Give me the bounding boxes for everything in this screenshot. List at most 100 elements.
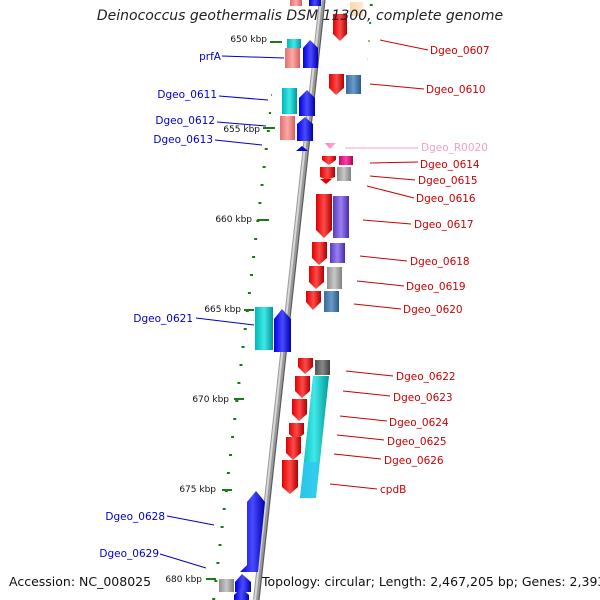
gene-label-cpdb[interactable]: cpdB [380,484,406,496]
gene-block [285,48,300,68]
gene-block [327,267,342,289]
gene-label-dgeo-0628[interactable]: Dgeo_0628 [105,511,165,523]
gene-label-dgeo-0611[interactable]: Dgeo_0611 [157,89,217,101]
gene-block [290,0,302,6]
gene-label-dgeo-0624[interactable]: Dgeo_0624 [389,417,449,429]
track-tick [262,166,266,168]
gene-label-dgeo-0625[interactable]: Dgeo_0625 [387,436,447,448]
gene-arrow [292,399,307,421]
track-tick [218,544,222,546]
gene-arrow [298,358,313,374]
topology-label: Topology: circular; Length: 2,467,205 bp… [262,574,600,589]
track-tick [216,562,220,564]
gene-block [350,2,363,16]
scale-label: 660 kbp [215,215,252,225]
track-tick [231,436,235,438]
reverse-gene-labels: Dgeo_0607 Dgeo_0610 Dgeo_0614 Dgeo_0615 … [329,39,490,496]
gene-arrow [295,376,310,398]
track-tick [264,148,268,150]
track-tick [254,238,258,240]
gene-arrow [316,194,332,238]
gene-label-dgeo-0616[interactable]: Dgeo_0616 [416,193,476,205]
track-tick [237,382,241,384]
gene-label-dgeo-0621[interactable]: Dgeo_0621 [133,313,193,325]
gene-label-dgeo-0622[interactable]: Dgeo_0622 [396,371,456,383]
gene-arrow [309,266,324,289]
gene-arrow [297,117,313,141]
gene-arrow [234,588,249,600]
gene-label-dgeo-r0020[interactable]: Dgeo_R0020 [421,142,488,154]
gene-block [337,167,351,181]
scale-label: 650 kbp [230,35,267,45]
gene-block [315,360,330,375]
gene-arrow [333,14,347,41]
gene-label-dgeo-0626[interactable]: Dgeo_0626 [384,455,444,467]
track-tick [268,112,272,114]
gene-block [282,88,297,114]
gene-arrow [240,491,265,572]
gene-arrow [282,460,298,494]
gene-arrow [322,156,336,165]
gene-features [219,0,363,600]
gene-block [219,579,234,592]
gene-label-dgeo-0623[interactable]: Dgeo_0623 [393,392,453,404]
track-tick [252,256,256,258]
track-tick [241,346,245,348]
track-tick [369,4,373,6]
gene-label-dgeo-0612[interactable]: Dgeo_0612 [155,115,215,127]
gene-label-dgeo-0629[interactable]: Dgeo_0629 [99,548,159,560]
gene-arrow [286,437,301,460]
scale-label: 665 kbp [204,305,241,315]
track-tick [243,328,247,330]
gene-arrow [235,574,251,592]
gene-label-dgeo-0607[interactable]: Dgeo_0607 [430,45,490,57]
gene-block [324,291,339,312]
gene-label-dgeo-0614[interactable]: Dgeo_0614 [420,159,480,171]
track-tick [247,292,251,294]
gene-arrow [299,90,315,116]
gene-block [339,156,353,165]
gene-label-dgeo-0619[interactable]: Dgeo_0619 [406,281,466,293]
track-tick [214,580,218,582]
gene-arrow [274,309,291,352]
accession-label: Accession: NC_008025 [9,574,152,589]
scale-label: 675 kbp [179,485,216,495]
gene-arrow [289,423,304,440]
gene-label-prfa[interactable]: prfA [199,51,222,63]
rna-gene-labels: Dgeo_R0020 [345,142,488,154]
track-tick [266,130,270,132]
scale-label: 680 kbp [165,575,202,585]
gene-label-dgeo-0620[interactable]: Dgeo_0620 [403,304,463,316]
track-tick [212,598,216,600]
scale-label: 655 kbp [223,125,260,135]
track-tick [229,454,232,456]
gene-label-dgeo-0618[interactable]: Dgeo_0618 [410,256,470,268]
gene-arrow [306,291,321,310]
track-tick [226,472,230,474]
gene-label-dgeo-0610[interactable]: Dgeo_0610 [426,84,486,96]
rna-feature [325,143,336,149]
gene-arrow [296,146,308,151]
track-tick [222,508,226,510]
gene-block [280,116,295,140]
gene-block [330,243,345,263]
gene-block [309,0,321,6]
gene-block [287,39,301,48]
track-tick [235,400,239,402]
scale-label: 670 kbp [192,395,229,405]
track-tick [250,274,253,276]
track-tick [233,418,237,420]
gene-block [333,196,349,238]
track-tick [220,526,224,528]
gene-arrow [320,179,332,184]
gene-label-dgeo-0613[interactable]: Dgeo_0613 [153,134,213,146]
track-tick [239,364,243,366]
track-tick [258,202,262,204]
gene-arrow [312,242,327,265]
gene-arrow [320,167,335,180]
gene-label-dgeo-0615[interactable]: Dgeo_0615 [418,175,478,187]
track-tick [260,184,264,186]
map-title: Deinococcus geothermalis DSM 11300, comp… [96,8,504,24]
gene-label-dgeo-0617[interactable]: Dgeo_0617 [414,219,474,231]
